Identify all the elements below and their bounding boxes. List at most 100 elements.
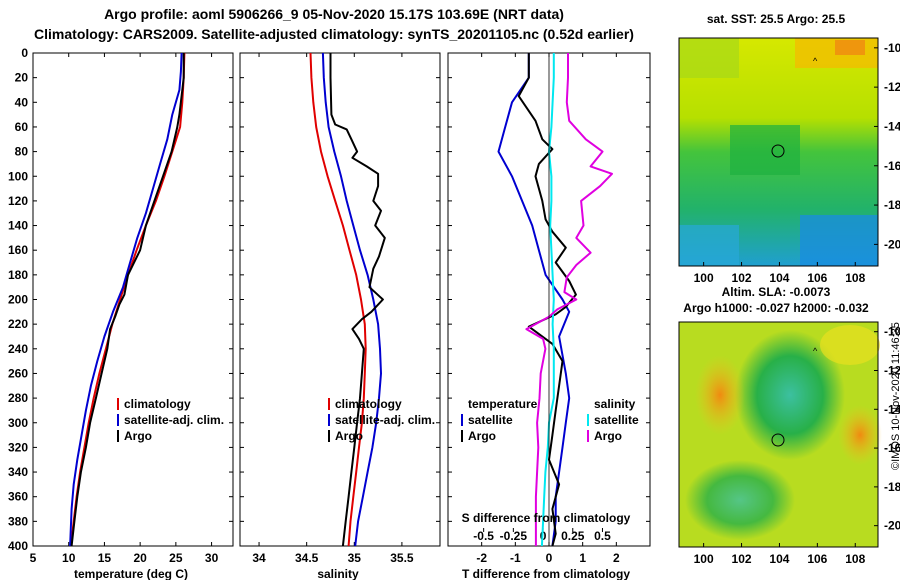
sst-map-title: sat. SST: 25.5 Argo: 25.5 <box>707 12 846 26</box>
depth-tick-label: 320 <box>8 440 28 454</box>
x-tick-label: 34.5 <box>295 551 319 565</box>
x-tick-label: 20 <box>133 551 147 565</box>
depth-tick-label: 180 <box>8 268 28 282</box>
sla-yellow-blob <box>820 325 880 365</box>
series-line-salinity-argo <box>525 53 613 546</box>
depth-tick-label: 40 <box>15 95 29 109</box>
s-tick-label: -0.25 <box>500 529 528 543</box>
map-y-tick-label: -14 <box>884 119 900 133</box>
depth-tick-label: 200 <box>8 293 28 307</box>
map-x-tick-label: 106 <box>807 271 827 285</box>
x-tick-label: 30 <box>205 551 219 565</box>
difference-axis: -2 -1 0 1 2-0.5 -0.25 0 0.25 0.5 <box>448 52 650 565</box>
depth-tick-label: 300 <box>8 416 28 430</box>
sla-map: ^ <box>678 321 882 548</box>
map-x-tick-label: 102 <box>732 271 752 285</box>
map-y-tick-label: -16 <box>884 441 900 455</box>
sla-map-title2: Argo h1000: -0.027 h2000: -0.032 <box>683 301 869 315</box>
sst-warm-core <box>835 40 865 55</box>
x-tick-label: 15 <box>98 551 112 565</box>
legend-label-s-satellite: satellite <box>594 413 639 427</box>
depth-tick-label: 360 <box>8 490 28 504</box>
difference-xlabel: T difference from climatology <box>462 567 630 580</box>
salinity-axis: 34 34.5 35 35.5 <box>240 52 440 565</box>
s-tick-label: 0.5 <box>594 529 611 543</box>
depth-tick-label: 220 <box>8 317 28 331</box>
x-tick-label: 35.5 <box>390 551 414 565</box>
depth-tick-label: 100 <box>8 169 28 183</box>
sla-green-blob-2 <box>685 460 795 540</box>
sla-orange-blob-2 <box>838 405 882 465</box>
x-tick-label: 0 <box>546 551 553 565</box>
difference-series <box>497 53 613 546</box>
difference-legend-salinity: salinity satellite Argo <box>587 397 639 443</box>
salinity-series <box>309 53 386 546</box>
map-y-tick-label: -20 <box>884 519 900 533</box>
sla-small-marker: ^ <box>813 346 818 356</box>
sla-map-axes: 100 102 104 106 108 -10 -12 -14 -16 -18 -20 <box>694 325 900 566</box>
map-x-tick-label: 108 <box>845 552 865 566</box>
plot-title-line2: Climatology: CARS2009. Satellite-adjuste… <box>34 26 634 42</box>
depth-tick-label: 280 <box>8 391 28 405</box>
sla-map-frame <box>678 321 879 548</box>
x-tick-label: 35 <box>348 551 362 565</box>
sla-green-blob <box>735 330 845 460</box>
x-tick-label: 10 <box>62 551 76 565</box>
depth-tick-label: 20 <box>15 71 29 85</box>
legend-label-s-argo: Argo <box>594 429 622 443</box>
temperature-axis: 5 10 15 20 25 30 <box>30 52 233 565</box>
x-tick-label: 1 <box>579 551 586 565</box>
series-line-argo <box>70 53 185 546</box>
sst-map-frame <box>678 37 879 267</box>
series-line-climatology <box>309 53 367 546</box>
series-line-climatology <box>69 53 186 546</box>
x-tick-label: 25 <box>169 551 183 565</box>
difference-xlabel-s: S difference from climatology <box>462 511 631 525</box>
temperature-panel-frame <box>32 52 234 547</box>
sst-argo-marker <box>771 144 785 158</box>
depth-tick-label: 0 <box>21 46 28 60</box>
sst-cool-patch <box>800 215 878 266</box>
depth-tick-label: 240 <box>8 342 28 356</box>
map-x-tick-label: 104 <box>769 552 789 566</box>
sst-green-patch <box>730 125 800 175</box>
legend-label-argo: Argo <box>124 429 152 443</box>
sst-small-marker: ^ <box>813 56 818 66</box>
map-x-tick-label: 108 <box>845 271 865 285</box>
map-y-tick-label: -12 <box>884 363 900 377</box>
series-line-temperature-satellite <box>497 53 571 546</box>
sst-map: ^ <box>678 37 879 267</box>
legend-heading-temperature: temperature <box>468 397 538 411</box>
depth-tick-label: 340 <box>8 465 28 479</box>
legend-heading-salinity: salinity <box>594 397 636 411</box>
depth-axis: 0 20 40 60 80 100 120 140 160 180 200 220 240 260 280 3… <box>8 46 28 553</box>
legend-label-climatology: climatology <box>335 397 402 411</box>
map-y-tick-label: -12 <box>884 80 900 94</box>
legend-label-t-satellite: satellite <box>468 413 513 427</box>
depth-tick-label: 400 <box>8 539 28 553</box>
map-y-tick-label: -20 <box>884 237 900 251</box>
sla-orange-blob <box>695 355 745 435</box>
map-x-tick-label: 100 <box>694 552 714 566</box>
series-line-satellite-adj-clim- <box>321 53 382 546</box>
x-tick-label: 5 <box>30 551 37 565</box>
sst-map-axes: 100 102 104 106 108 -10 -12 -14 -16 -18 -20 <box>694 41 900 285</box>
depth-tick-label: 380 <box>8 514 28 528</box>
depth-tick-label: 260 <box>8 366 28 380</box>
sst-cool-patch-2 <box>679 225 739 266</box>
map-x-tick-label: 100 <box>694 271 714 285</box>
sla-argo-marker <box>771 433 785 447</box>
map-x-tick-label: 106 <box>807 552 827 566</box>
plot-title-line1: Argo profile: aoml 5906266_9 05-Nov-2020… <box>104 6 564 22</box>
legend-label-satellite: satellite-adj. clim. <box>335 413 435 427</box>
legend-label-satellite: satellite-adj. clim. <box>124 413 224 427</box>
legend-label-climatology: climatology <box>124 397 191 411</box>
map-x-tick-label: 102 <box>732 552 752 566</box>
legend-label-argo: Argo <box>335 429 363 443</box>
x-tick-label: 34 <box>252 551 266 565</box>
s-tick-label: 0.25 <box>561 529 585 543</box>
salinity-xlabel: salinity <box>317 567 359 580</box>
map-y-tick-label: -16 <box>884 159 900 173</box>
depth-tick-label: 160 <box>8 243 28 257</box>
sla-map-title1: Altim. SLA: -0.0073 <box>722 285 831 299</box>
